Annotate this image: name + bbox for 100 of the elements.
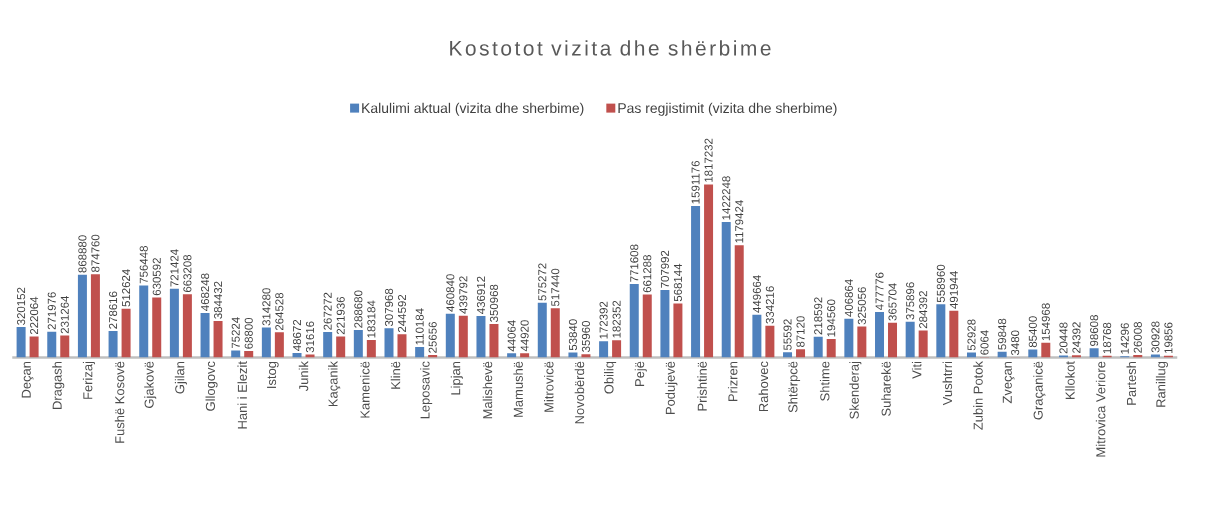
data-label: 491944 bbox=[949, 271, 958, 309]
bar bbox=[844, 318, 854, 358]
data-label: 154968 bbox=[1041, 303, 1050, 341]
x-tick-label: Rahovec bbox=[758, 361, 769, 412]
x-tick-label: Gjilan bbox=[174, 361, 187, 394]
data-label: 271976 bbox=[47, 292, 56, 330]
bar bbox=[445, 313, 455, 358]
data-label: 278616 bbox=[109, 291, 118, 329]
bar bbox=[783, 352, 793, 358]
x-tick-label: Malishevë bbox=[482, 361, 493, 419]
x-tick-label: Klinë bbox=[390, 361, 401, 389]
data-label: 48672 bbox=[292, 319, 302, 351]
bar bbox=[476, 315, 486, 358]
bar bbox=[29, 336, 39, 358]
data-label: 75224 bbox=[231, 317, 240, 349]
data-label: 182352 bbox=[612, 300, 621, 338]
bar bbox=[550, 308, 560, 358]
bar bbox=[16, 327, 26, 358]
data-label: 449664 bbox=[752, 275, 761, 313]
x-tick-label: Fushë Kosovë bbox=[114, 361, 125, 443]
data-label: 3480 bbox=[1011, 330, 1020, 356]
data-label: 35960 bbox=[581, 321, 590, 352]
bar bbox=[213, 320, 223, 358]
data-label: 98608 bbox=[1090, 315, 1099, 346]
data-label: 26008 bbox=[1133, 322, 1142, 353]
data-label: 558960 bbox=[936, 264, 945, 303]
x-tick-label: Gjakovë bbox=[144, 361, 157, 408]
bar bbox=[323, 332, 333, 358]
data-label: 183184 bbox=[367, 300, 376, 338]
data-label: 307968 bbox=[384, 288, 394, 327]
bar bbox=[721, 222, 731, 358]
data-label: 468248 bbox=[200, 273, 210, 311]
data-label: 512624 bbox=[122, 269, 131, 307]
data-label: 568144 bbox=[673, 263, 682, 302]
bar bbox=[857, 326, 867, 358]
bar bbox=[629, 284, 639, 358]
data-label: 314280 bbox=[262, 288, 271, 326]
data-label: 439792 bbox=[459, 276, 468, 314]
bar bbox=[397, 334, 407, 358]
data-label: 1817232 bbox=[704, 138, 713, 182]
x-tick-label: Viti bbox=[911, 361, 922, 379]
x-tick-label: Graçanicë bbox=[1033, 361, 1046, 420]
bar bbox=[949, 310, 959, 358]
bar bbox=[691, 205, 701, 358]
data-label: 721424 bbox=[170, 249, 179, 287]
bar bbox=[244, 351, 254, 358]
bar bbox=[704, 184, 714, 358]
legend-label: Pas regjistimit (vizita dhe sherbime) bbox=[618, 102, 837, 116]
data-label: 460840 bbox=[446, 274, 455, 312]
bar bbox=[458, 315, 468, 358]
chart-title: Kostotot vizita dhe shërbime bbox=[450, 40, 771, 56]
bar bbox=[905, 321, 915, 358]
x-tick-label: Junik bbox=[298, 361, 309, 392]
data-label: 320152 bbox=[17, 287, 26, 325]
data-label: 231264 bbox=[60, 295, 69, 334]
data-label: 194560 bbox=[827, 299, 836, 337]
bar bbox=[121, 308, 131, 358]
data-label: 44920 bbox=[520, 320, 529, 352]
data-label: 1422248 bbox=[722, 176, 731, 220]
data-label: 14296 bbox=[1120, 323, 1129, 354]
data-label: 68800 bbox=[244, 317, 253, 349]
x-tick-label: Hani i Elezit bbox=[237, 361, 247, 429]
data-label: 53840 bbox=[568, 319, 577, 351]
bar bbox=[231, 350, 241, 358]
data-label: 630592 bbox=[152, 258, 161, 296]
bar bbox=[182, 294, 192, 358]
data-label: 44064 bbox=[507, 320, 516, 352]
bar bbox=[77, 274, 87, 358]
data-label: 288680 bbox=[354, 290, 363, 328]
bar bbox=[139, 285, 149, 358]
bar bbox=[752, 314, 762, 358]
data-label: 87120 bbox=[796, 316, 805, 348]
data-label: 222064 bbox=[30, 296, 39, 335]
data-label: 284392 bbox=[919, 291, 928, 329]
data-label: 25656 bbox=[428, 322, 437, 353]
bar bbox=[1089, 348, 1099, 358]
data-label: 172392 bbox=[599, 301, 608, 339]
x-tick-label: Pejë bbox=[634, 361, 647, 386]
x-tick-label: Suharekë bbox=[881, 361, 891, 416]
bar bbox=[642, 294, 652, 358]
bar bbox=[813, 336, 823, 358]
data-label: 334216 bbox=[765, 286, 774, 324]
bar bbox=[384, 328, 394, 358]
data-label: 350968 bbox=[489, 284, 499, 322]
data-label: 110184 bbox=[415, 308, 424, 345]
x-tick-label: Vushtrri bbox=[942, 361, 953, 406]
bar bbox=[826, 339, 836, 358]
data-label: 18768 bbox=[1103, 322, 1112, 354]
bar bbox=[888, 322, 898, 358]
bar bbox=[152, 297, 162, 358]
x-tick-label: Mitrovica Veriore bbox=[1095, 361, 1106, 457]
x-tick-label: Lipjan bbox=[450, 361, 463, 395]
data-label: 31616 bbox=[305, 321, 315, 353]
bar bbox=[1041, 342, 1051, 358]
data-label: 85400 bbox=[1028, 316, 1037, 348]
data-label: 19856 bbox=[1164, 322, 1173, 354]
data-label: 771608 bbox=[630, 244, 639, 282]
bar bbox=[90, 274, 100, 358]
x-tick-label: Ranillug bbox=[1155, 361, 1168, 407]
bar bbox=[612, 340, 622, 358]
